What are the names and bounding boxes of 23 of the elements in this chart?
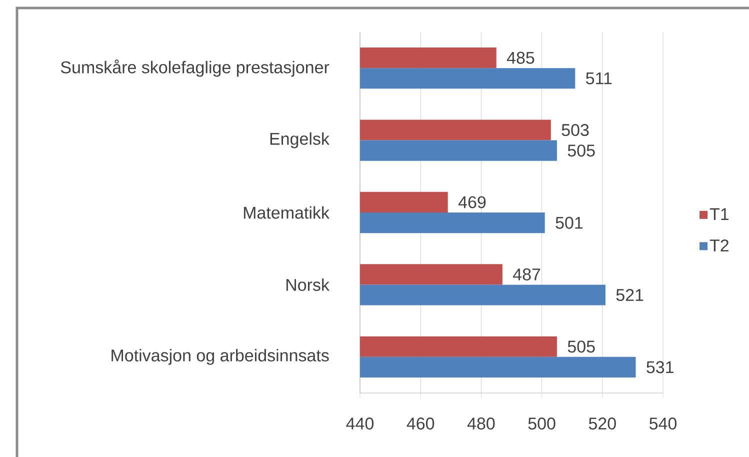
data-label: 503 <box>562 124 589 136</box>
data-label: 531 <box>646 361 674 374</box>
y-tick-label: Matematikk <box>244 206 330 219</box>
data-label: 511 <box>586 72 612 84</box>
x-tick-label: 480 <box>467 418 495 430</box>
y-tick-label: Sumskåre skolefaglige prestasjoner <box>60 59 330 77</box>
y-tick-label: Motivasjon og arbeidsinnsats <box>112 348 329 365</box>
data-label: 469 <box>458 196 486 208</box>
x-tick-label: 540 <box>650 418 677 430</box>
data-label: 505 <box>568 144 595 157</box>
data-label: 521 <box>616 288 644 302</box>
y-tick-label: Engelsk <box>270 132 330 148</box>
data-label: 505 <box>568 340 595 353</box>
data-label: 487 <box>513 268 540 280</box>
data-label: 501 <box>556 216 583 229</box>
x-tick-label: 500 <box>528 418 556 430</box>
x-tick-label: 520 <box>588 418 616 430</box>
legend-label: T1 <box>710 208 729 220</box>
x-tick-label: 440 <box>346 418 374 430</box>
x-tick-label: 460 <box>406 418 434 430</box>
data-label: 485 <box>506 52 534 64</box>
legend-label: T2 <box>710 239 728 252</box>
y-tick-label: Norsk <box>286 278 330 291</box>
